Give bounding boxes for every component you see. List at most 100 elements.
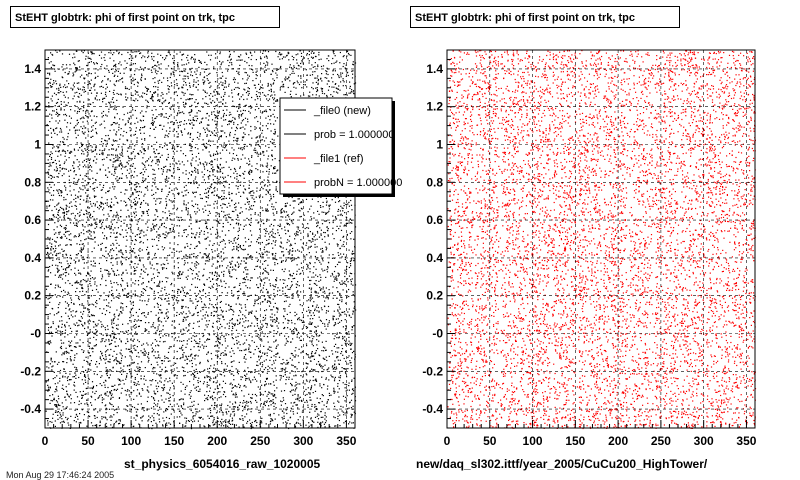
data-point	[220, 64, 222, 66]
data-point	[177, 145, 179, 147]
data-point	[191, 200, 193, 202]
data-point	[290, 319, 293, 322]
data-point	[272, 393, 274, 395]
data-point	[87, 167, 89, 169]
data-point	[121, 177, 123, 179]
data-point	[294, 238, 296, 240]
data-point	[57, 217, 59, 220]
data-point	[107, 167, 109, 169]
data-point	[313, 358, 315, 360]
data-point	[176, 250, 178, 252]
data-point	[301, 61, 303, 63]
data-point	[266, 170, 268, 172]
data-point	[337, 272, 339, 274]
data-point	[216, 203, 218, 205]
data-point	[108, 338, 110, 341]
data-point	[237, 373, 239, 375]
data-point	[195, 342, 197, 344]
data-point	[92, 183, 94, 185]
data-point	[273, 116, 276, 118]
data-point	[90, 223, 93, 225]
data-point	[101, 274, 103, 276]
data-point	[104, 384, 106, 386]
data-point	[302, 406, 304, 408]
data-point	[165, 313, 167, 315]
data-point	[202, 418, 204, 420]
data-point	[335, 217, 337, 219]
data-point	[231, 319, 233, 321]
data-point	[167, 277, 169, 279]
data-point	[206, 320, 208, 322]
data-point	[134, 100, 136, 102]
data-point	[309, 208, 311, 210]
data-point	[274, 166, 276, 168]
data-point	[121, 256, 123, 259]
data-point	[248, 313, 250, 315]
data-point	[308, 392, 310, 394]
data-point	[55, 83, 58, 85]
data-point	[171, 372, 173, 374]
data-point	[83, 77, 85, 79]
data-point	[351, 231, 353, 233]
data-point	[115, 133, 117, 135]
data-point	[77, 134, 79, 136]
data-point	[47, 129, 50, 131]
data-point	[129, 130, 131, 132]
data-point	[293, 200, 295, 202]
data-point	[250, 397, 252, 399]
data-point	[48, 62, 50, 64]
data-point	[258, 370, 260, 372]
data-point	[220, 204, 222, 207]
data-point	[274, 426, 276, 428]
data-point	[115, 421, 117, 423]
data-point	[219, 420, 222, 423]
data-point	[156, 285, 158, 287]
data-point	[311, 198, 313, 200]
data-point	[91, 53, 93, 55]
data-point	[157, 228, 160, 230]
data-point	[245, 375, 247, 377]
data-point	[245, 124, 247, 126]
data-point	[132, 250, 134, 252]
data-point	[49, 218, 51, 220]
data-point	[112, 293, 114, 295]
data-point	[103, 214, 105, 216]
data-point	[189, 114, 191, 116]
data-point	[344, 412, 346, 414]
data-point	[292, 333, 294, 335]
data-point	[270, 324, 272, 326]
data-point	[244, 71, 246, 74]
data-point	[180, 146, 182, 148]
data-point	[183, 320, 185, 322]
data-point	[350, 407, 353, 409]
data-point	[229, 59, 232, 61]
data-point	[336, 333, 338, 335]
data-point	[156, 224, 158, 226]
data-point	[118, 178, 120, 180]
data-point	[59, 120, 61, 122]
data-point	[176, 314, 178, 317]
data-point	[221, 332, 223, 334]
data-point	[178, 273, 181, 275]
data-point	[216, 307, 218, 309]
data-point	[345, 302, 347, 304]
data-point	[55, 163, 57, 165]
data-point	[54, 294, 56, 296]
data-point	[89, 115, 91, 117]
data-point	[197, 172, 199, 174]
data-point	[50, 331, 53, 333]
data-point	[113, 336, 115, 338]
data-point	[261, 241, 263, 244]
data-point	[134, 145, 136, 147]
data-point	[317, 296, 319, 298]
data-point	[269, 316, 271, 318]
data-point	[126, 390, 128, 392]
data-point	[320, 233, 322, 235]
data-point	[288, 59, 290, 61]
data-point	[151, 428, 153, 430]
data-point	[234, 133, 236, 136]
data-point	[188, 225, 190, 227]
data-point	[187, 72, 189, 74]
data-point	[112, 166, 114, 168]
data-point	[133, 390, 135, 392]
